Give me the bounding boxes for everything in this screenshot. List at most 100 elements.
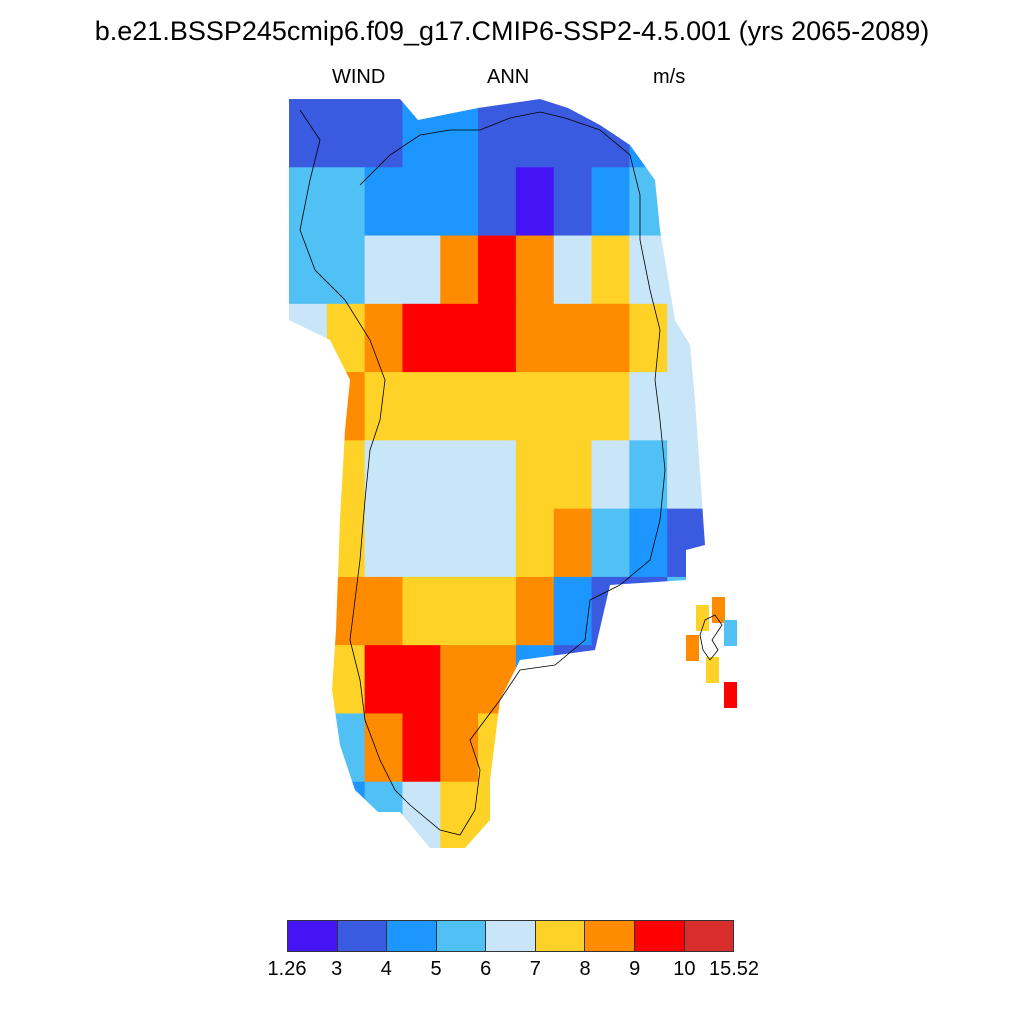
field-cell (629, 508, 668, 578)
field-cell (515, 235, 555, 305)
field-cell (629, 235, 668, 305)
field-cell (591, 372, 630, 441)
field-cell (478, 576, 517, 646)
colorbar-swatch (585, 921, 635, 951)
field-cell (515, 713, 555, 783)
field-cell (440, 440, 479, 510)
field-cell (629, 781, 668, 848)
field-cell (289, 372, 328, 441)
field-cell (364, 713, 404, 783)
field-cell (629, 645, 668, 715)
colorbar-tick-label: 6 (480, 958, 492, 980)
field-cell (478, 781, 517, 848)
field-cell (478, 99, 517, 168)
field-cell (364, 508, 404, 578)
field-cell (591, 235, 630, 305)
field-cell (364, 303, 404, 373)
field-cell (667, 781, 705, 848)
field-cell (553, 167, 593, 237)
field-cell (402, 508, 441, 578)
field-cell (440, 645, 479, 715)
field-cell (667, 372, 705, 441)
colorbar-tick-label: 4 (380, 958, 392, 980)
colorbar-tick-label: 9 (629, 958, 641, 980)
colorbar-swatch (684, 921, 734, 951)
colorbar-tick-label: 10 (673, 958, 696, 980)
field-cell (402, 99, 441, 168)
island-field-cell (686, 635, 699, 661)
field-cell (553, 576, 593, 646)
field-cell (478, 713, 517, 783)
field-cell (402, 645, 441, 715)
field-cell (515, 99, 555, 168)
field-cell (326, 576, 366, 646)
field-cell (553, 713, 593, 783)
field-cell (289, 781, 328, 848)
field-cell (515, 372, 555, 441)
field-cell (591, 99, 630, 168)
field-cell (553, 508, 593, 578)
field-cell (402, 576, 441, 646)
field-cell (326, 167, 366, 237)
wind-speed-field (289, 99, 705, 848)
field-cell (440, 303, 479, 373)
field-cell (629, 713, 668, 783)
field-cell (478, 440, 517, 510)
field-cell (629, 372, 668, 441)
field-cell (402, 167, 441, 237)
field-cell (667, 303, 705, 373)
wind-speed-map (289, 99, 737, 848)
field-cell (402, 303, 441, 373)
field-cell (515, 576, 555, 646)
field-cell (289, 645, 328, 715)
field-cell (289, 576, 328, 646)
field-cell (553, 372, 593, 441)
field-cell (289, 99, 328, 168)
field-cell (553, 99, 593, 168)
field-cell (478, 372, 517, 441)
colorbar-swatch (486, 921, 536, 951)
colorbar-swatch (337, 921, 388, 951)
field-cell (326, 645, 366, 715)
field-cell (402, 440, 441, 510)
field-cell (402, 235, 441, 305)
field-cell (667, 440, 705, 510)
field-cell (364, 235, 404, 305)
field-cell (289, 440, 328, 510)
island-field-cell (706, 657, 719, 683)
field-cell (667, 713, 705, 783)
field-cell (553, 781, 593, 848)
plot-title: b.e21.BSSP245cmip6.f09_g17.CMIP6-SSP2-4.… (94, 16, 930, 46)
field-cell (478, 235, 517, 305)
field-cell (667, 235, 705, 305)
field-cell (553, 235, 593, 305)
field-cell (440, 372, 479, 441)
field-cell (591, 440, 630, 510)
field-cell (289, 508, 328, 578)
field-cell (440, 781, 479, 848)
colorbar (287, 920, 734, 952)
field-cell (440, 235, 479, 305)
field-cell (667, 508, 705, 578)
field-cell (440, 167, 479, 237)
variable-label: WIND (332, 66, 386, 88)
field-cell (629, 167, 668, 237)
field-cell (478, 303, 517, 373)
field-cell (591, 781, 630, 848)
field-cell (364, 372, 404, 441)
field-cell (515, 781, 555, 848)
field-cell (440, 576, 479, 646)
field-cell (629, 303, 668, 373)
colorbar-tick-label: 3 (331, 958, 343, 980)
jan-mayen-coastline (699, 614, 723, 661)
field-cell (553, 303, 593, 373)
colorbar-swatch (436, 921, 487, 951)
field-cell (591, 167, 630, 237)
field-cell (402, 781, 441, 848)
field-cell (326, 372, 366, 441)
field-cell (591, 303, 630, 373)
colorbar-tick-label: 7 (529, 958, 541, 980)
field-cell (364, 99, 404, 168)
island-field-cell (696, 605, 709, 631)
field-cell (326, 303, 366, 373)
